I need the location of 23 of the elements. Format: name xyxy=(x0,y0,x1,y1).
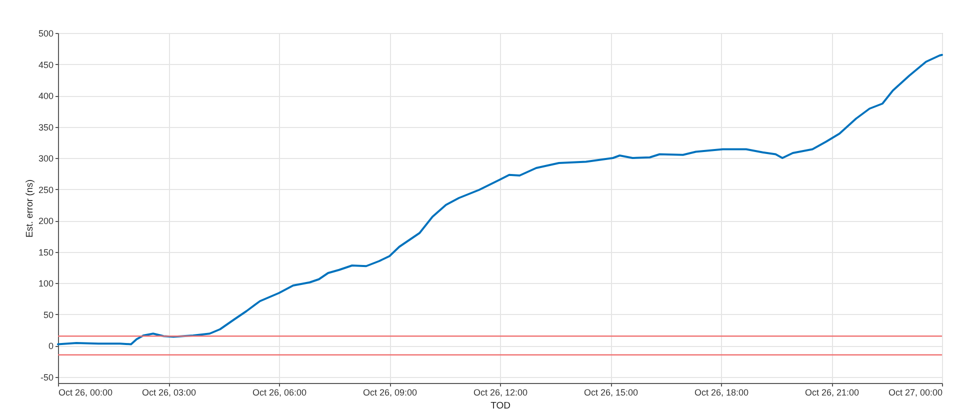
y-tick-label: 500 xyxy=(38,28,54,38)
y-tick-label: 0 xyxy=(48,341,54,351)
x-tick-label: Oct 26, 18:00 xyxy=(694,388,749,398)
x-tick-label: Oct 26, 12:00 xyxy=(473,388,528,398)
x-tick-label: Oct 26, 00:00 xyxy=(58,388,113,398)
x-tick-label: Oct 27, 00:00 xyxy=(888,388,942,398)
y-axis-title: Est. error (ns) xyxy=(24,179,36,238)
y-tick-label: 400 xyxy=(38,91,54,101)
y-tick-label: 250 xyxy=(38,184,54,195)
y-tick-label: 50 xyxy=(43,310,54,320)
x-tick-label: Oct 26, 15:00 xyxy=(584,388,638,398)
y-tick-label: 350 xyxy=(38,122,54,132)
x-tick-label: Oct 26, 21:00 xyxy=(804,388,860,398)
y-tick-label: 300 xyxy=(38,154,54,164)
y-tick-label: 200 xyxy=(38,216,54,226)
x-axis-title: TOD xyxy=(490,400,511,412)
x-tick-label: Oct 26, 09:00 xyxy=(362,388,418,398)
y-tick-label: -50 xyxy=(40,372,54,382)
x-tick-label: Oct 26, 06:00 xyxy=(252,388,307,398)
y-tick-label: 100 xyxy=(38,278,54,288)
y-tick-label: 150 xyxy=(38,247,54,258)
x-tick-label: Oct 26, 03:00 xyxy=(142,388,196,398)
y-tick-label: 450 xyxy=(38,60,54,70)
